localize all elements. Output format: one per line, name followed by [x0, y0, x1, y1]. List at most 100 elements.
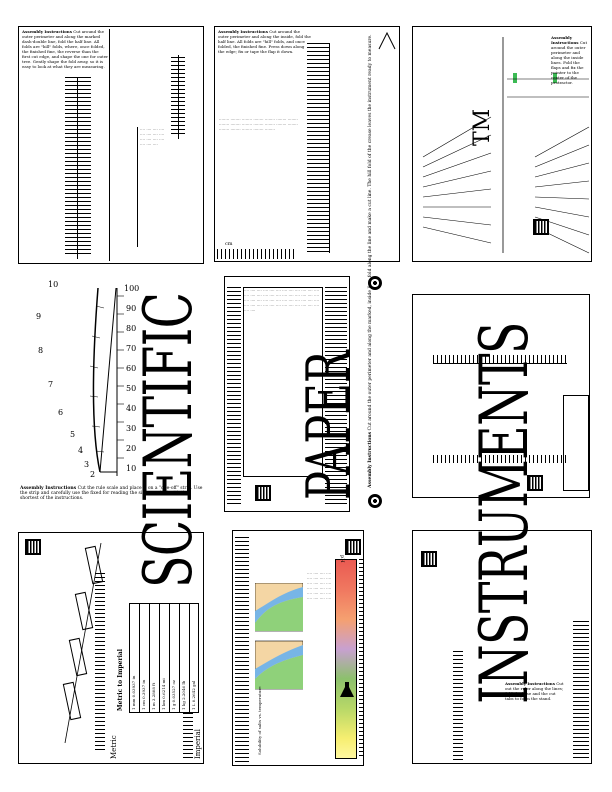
vertical-ruler — [573, 621, 589, 761]
solubility-chart-svg — [255, 583, 303, 690]
right-bottom-panel: Assembly Instructions Cut out the ruler … — [412, 530, 592, 764]
center-mid-instructions-text: Assembly Instructions Cut around the out… — [368, 34, 373, 488]
arc-label: 8 — [38, 346, 44, 355]
title-word-scientific: SCIENTIFIC — [130, 292, 207, 588]
arc-label: 6 — [58, 408, 64, 417]
table-row: 1 L 0.2642 gal — [191, 680, 196, 710]
vertical-ruler — [95, 573, 105, 753]
vertical-ruler — [65, 77, 91, 257]
center-top-heading: Assembly Instructions — [218, 29, 268, 34]
outer-scale-label: 40 — [126, 404, 137, 413]
triangle-icon — [378, 31, 396, 50]
conversion-heading: Metric to Imperial — [117, 648, 124, 711]
arc-caption: Assembly Instructions Cut the rule scale… — [20, 486, 204, 501]
vertical-ruler — [227, 287, 241, 507]
outer-scale-label: 20 — [126, 444, 137, 453]
solubility-caption: Solubility of salts vs. temperature — [257, 686, 262, 755]
center-top-instructions: Assembly Instructions Cut around the out… — [218, 29, 312, 54]
right-top-panel: Assembly Instructions Cut around the out… — [412, 26, 592, 262]
conversion-table: Metric to Imperial 1 mm 0.03937 in 1 cm 0… — [117, 603, 201, 713]
qr-code-icon — [533, 219, 549, 235]
vertical-ruler — [325, 287, 347, 507]
center-mid-text: ···· ···· ···· ···· ···· ···· ···· ···· … — [243, 287, 323, 477]
right-mid-panel — [412, 294, 590, 498]
arc-label: 4 — [78, 446, 84, 455]
outer-scale-label: 70 — [126, 344, 137, 353]
center-top-panel: Assembly Instructions Cut around the out… — [214, 26, 400, 262]
center-top-body: Cut around the outer perimeter and along… — [218, 29, 311, 54]
qr-code-icon — [255, 485, 271, 501]
center-mid-panel: ···· ···· ···· ···· ···· ···· ···· ···· … — [224, 276, 350, 512]
arc-scale-panel: 10 9 8 7 6 5 4 3 2 100 90 80 70 60 50 40… — [18, 276, 204, 501]
arc-caption-heading: Assembly Instructions — [20, 486, 77, 491]
center-mid-instructions: Assembly Instructions Cut around the out… — [366, 34, 396, 490]
table-row: 1 km 0.6214 mi — [161, 678, 166, 710]
center-bottom-text: ···· ···· ···· ···· ···· ···· ···· ···· … — [307, 571, 332, 601]
qr-code-icon — [421, 551, 437, 567]
arc-label: 10 — [48, 280, 59, 289]
top-left-instrument-panel: Assembly Instructions Cut around the out… — [18, 26, 204, 264]
registration-target-icon — [368, 276, 382, 290]
vertical-ruler — [183, 713, 193, 761]
horizontal-ruler — [433, 455, 567, 463]
outer-scale-label: 100 — [124, 284, 140, 293]
flask-icon — [340, 682, 354, 697]
imperial-label: Imperial — [194, 728, 202, 759]
arc-label: 3 — [84, 460, 90, 469]
arc-label: 9 — [36, 312, 42, 321]
center-bottom-panel: ···· ···· ···· ···· ···· ···· ···· ···· … — [232, 530, 364, 766]
table-row: 1 mm 0.03937 in — [131, 675, 136, 710]
ruler-spine — [329, 43, 330, 253]
table-row: 1 kg 2.2046 lb — [181, 680, 186, 710]
top-left-heading: Assembly Instructions — [22, 29, 72, 34]
right-top-instructions: Assembly Instructions Cut around the out… — [551, 35, 589, 215]
right-top-body: Cut around the outer perimeter and along… — [551, 40, 588, 85]
vertical-ruler — [359, 559, 363, 759]
ruler-spine — [77, 77, 78, 259]
metric-label: Metric — [110, 735, 118, 759]
divider — [109, 29, 110, 261]
center-mid-body: Cut around the outer perimeter and along… — [368, 34, 373, 431]
vertical-ruler — [307, 43, 329, 253]
right-bottom-body: Cut out the ruler along the lines; fold … — [505, 681, 564, 701]
center-top-side-text: ········ ········ ········ ········ ····… — [219, 117, 298, 132]
axis-label: cm — [225, 241, 233, 247]
qr-code-icon — [527, 475, 543, 491]
arc-label: 5 — [70, 430, 76, 439]
right-bottom-heading: Assembly Instructions — [505, 681, 555, 686]
vertical-ruler — [453, 651, 463, 761]
top-left-instructions: Assembly Instructions Cut around the out… — [22, 29, 108, 69]
ruler-spine — [433, 363, 567, 364]
registration-target-icon — [368, 494, 382, 508]
arc-scale-svg — [89, 287, 124, 476]
center-mid-heading: Assembly Instructions — [368, 431, 373, 488]
ruler-spine — [178, 55, 179, 139]
title-trademark: TM — [470, 108, 495, 146]
outer-scale-label: 90 — [126, 304, 137, 313]
horizontal-ruler — [433, 355, 567, 363]
right-bottom-instructions: Assembly Instructions Cut out the ruler … — [505, 681, 565, 731]
table-row: 1 cm 0.3937 in — [141, 679, 146, 710]
outer-scale-label: 60 — [126, 364, 137, 373]
arc-label: 7 — [48, 380, 54, 389]
ph-color-scale — [335, 559, 357, 759]
side-notes: ···· ···· ···· ···· ···· ···· ···· ···· … — [137, 127, 165, 247]
ph-axis-label: pH — [339, 555, 345, 563]
qr-code-icon — [345, 539, 361, 555]
arc-label: 2 — [90, 470, 96, 479]
side-tab — [563, 395, 589, 491]
qr-code-icon — [25, 539, 41, 555]
outer-scale-label: 10 — [126, 464, 137, 473]
table-row: 1 m 3.2808 ft — [151, 682, 156, 710]
outer-scale-label: 50 — [126, 384, 137, 393]
right-top-heading: Assembly Instructions — [551, 35, 579, 45]
top-left-body: Cut around the outer perimeter and along… — [22, 29, 108, 69]
arc-caption-body: Cut the rule scale and place it on a "on… — [20, 486, 203, 501]
table-grid: 1 mm 0.03937 in 1 cm 0.3937 in 1 m 3.2808 … — [129, 603, 199, 713]
outer-scale-label: 30 — [126, 424, 137, 433]
conversion-panel: Metric Metric to Imperial 1 mm 0.03937 i… — [18, 532, 204, 764]
outer-scale-label: 80 — [126, 324, 137, 333]
title-word-paper: PAPER — [294, 350, 364, 500]
vertical-ruler — [235, 537, 249, 763]
title-word-instruments: INSTRUMENTS — [466, 322, 543, 704]
